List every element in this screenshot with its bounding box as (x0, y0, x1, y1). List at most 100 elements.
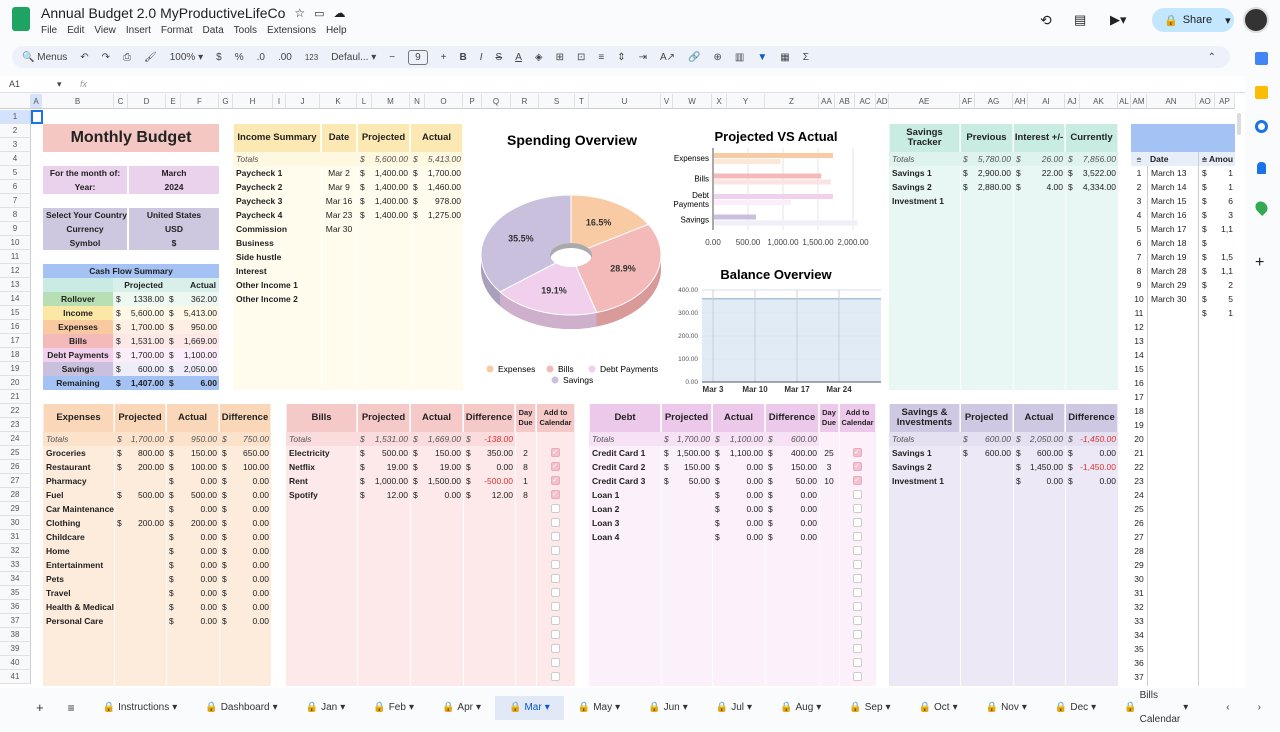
sheet-tab-nov[interactable]: 🔒 Nov ▾ (972, 696, 1041, 720)
sheet-tab-dashboard[interactable]: 🔒 Dashboard ▾ (191, 696, 291, 720)
align-icon[interactable]: ≡ (598, 51, 605, 63)
chevron-down-icon[interactable]: ▾ (682, 702, 688, 713)
add-to-calendar-checkbox[interactable] (853, 602, 862, 611)
country-value[interactable]: $ (129, 236, 219, 250)
row-header-7[interactable]: 7 (0, 194, 31, 208)
column-header-AD[interactable]: AD (876, 94, 889, 109)
balance-overview-chart[interactable]: Balance Overview 0.00 100.00 200.00 300.00 40… (665, 262, 885, 396)
add-to-calendar-checkbox[interactable]: ✓ (550, 462, 560, 471)
menu-tools[interactable]: Tools (233, 25, 258, 36)
row-header-30[interactable]: 30 (0, 516, 31, 530)
add-to-calendar-checkbox[interactable]: ✓ (852, 448, 862, 457)
row-header-40[interactable]: 40 (0, 656, 31, 670)
zoom-select[interactable]: 100% ▾ (169, 51, 204, 63)
row-header-11[interactable]: 11 (0, 250, 31, 264)
add-to-calendar-checkbox[interactable] (853, 546, 862, 555)
name-box[interactable]: A1 (9, 79, 21, 89)
row-header-9[interactable]: 9 (0, 222, 31, 236)
add-to-calendar-checkbox[interactable] (551, 602, 560, 611)
calendar-icon[interactable] (1255, 52, 1268, 65)
sheet-tab-jun[interactable]: 🔒 Jun ▾ (634, 696, 702, 720)
projected-vs-actual-chart[interactable]: Projected VS Actual 0.00 500.00 1,000.00 1,5… (665, 124, 885, 254)
chevron-down-icon[interactable]: ▾ (746, 702, 753, 713)
column-header-AL[interactable]: AL (1118, 94, 1131, 109)
add-to-calendar-checkbox[interactable] (853, 588, 862, 597)
row-header-32[interactable]: 32 (0, 544, 31, 558)
column-header-AG[interactable]: AG (975, 94, 1013, 109)
column-header-H[interactable]: H (233, 94, 273, 109)
font-size-increase[interactable]: + (440, 51, 447, 63)
maps-icon[interactable] (1253, 199, 1270, 216)
row-header-35[interactable]: 35 (0, 586, 31, 600)
valign-icon[interactable]: ⇕ (617, 51, 626, 63)
filter-icon[interactable]: ▼ (757, 51, 768, 63)
redo-icon[interactable]: ↷ (101, 51, 111, 63)
menu-extensions[interactable]: Extensions (267, 25, 316, 36)
column-header-AP[interactable]: AP (1215, 94, 1235, 109)
history-icon[interactable]: ⟲ (1040, 12, 1052, 28)
add-to-calendar-checkbox[interactable] (853, 672, 862, 681)
column-header-E[interactable]: E (166, 94, 181, 109)
column-header-G[interactable]: G (219, 94, 233, 109)
add-to-calendar-checkbox[interactable] (551, 560, 560, 569)
percent-button[interactable]: % (234, 51, 244, 63)
font-size-decrease[interactable]: − (389, 51, 396, 63)
currency-button[interactable]: $ (216, 51, 222, 63)
column-header-N[interactable]: N (410, 94, 425, 109)
select-all-corner[interactable] (0, 94, 31, 109)
add-to-calendar-checkbox[interactable]: ✓ (550, 476, 560, 485)
row-header-27[interactable]: 27 (0, 474, 31, 488)
avatar[interactable] (1243, 7, 1269, 33)
more-formats-button[interactable]: 123 (304, 52, 319, 62)
sheet-tab-jul[interactable]: 🔒 Jul ▾ (702, 696, 766, 720)
row-header-8[interactable]: 8 (0, 208, 31, 222)
column-header-K[interactable]: K (320, 94, 357, 109)
column-header-R[interactable]: R (511, 94, 539, 109)
menu-format[interactable]: Format (160, 25, 193, 36)
row-header-22[interactable]: 22 (0, 404, 31, 418)
add-to-calendar-checkbox[interactable]: ✓ (550, 490, 560, 499)
search-menus-button[interactable]: 🔍 Menus (22, 51, 68, 63)
sheet-tab-feb[interactable]: 🔒 Feb ▾ (359, 696, 428, 720)
column-header-A[interactable]: A (31, 94, 42, 109)
add-to-calendar-checkbox[interactable] (852, 532, 862, 541)
chevron-down-icon[interactable]: ▾ (1021, 702, 1027, 713)
chevron-down-icon[interactable]: ▾ (1225, 14, 1231, 27)
spending-overview-chart[interactable]: Spending Overview 16.5% 28.9% 19.1% 35.5% Exp… (470, 120, 675, 395)
functions-icon[interactable]: Σ (802, 51, 809, 63)
row-header-21[interactable]: 21 (0, 390, 31, 404)
column-header-Q[interactable]: Q (482, 94, 511, 109)
column-header-Z[interactable]: Z (765, 94, 819, 109)
decrease-decimal-button[interactable]: .0 (256, 51, 265, 63)
row-header-16[interactable]: 16 (0, 320, 31, 334)
sheet-tab-jan[interactable]: 🔒 Jan ▾ (292, 696, 360, 720)
column-header-AJ[interactable]: AJ (1065, 94, 1080, 109)
row-header-28[interactable]: 28 (0, 488, 31, 502)
bold-icon[interactable]: B (459, 51, 467, 63)
fill-color-icon[interactable]: ◈ (534, 51, 543, 63)
column-header-AH[interactable]: AH (1013, 94, 1028, 109)
column-header-O[interactable]: O (425, 94, 463, 109)
chevron-down-icon[interactable]: ▾ (1091, 702, 1097, 713)
row-header-17[interactable]: 17 (0, 334, 31, 348)
italic-icon[interactable]: I (479, 51, 483, 63)
menu-help[interactable]: Help (325, 25, 347, 36)
row-header-13[interactable]: 13 (0, 278, 31, 292)
row-header-18[interactable]: 18 (0, 348, 31, 362)
font-size-input[interactable]: 9 (408, 49, 428, 65)
add-to-calendar-checkbox[interactable] (551, 574, 560, 583)
row-header-1[interactable]: 1 (0, 110, 31, 124)
column-header-J[interactable]: J (286, 94, 320, 109)
country-value[interactable]: United States (129, 208, 219, 222)
chart-icon[interactable]: ▥ (734, 51, 745, 63)
all-sheets-button[interactable]: ≡ (67, 701, 75, 715)
column-header-W[interactable]: W (673, 94, 712, 109)
chevron-down-icon[interactable]: ▾ (1183, 702, 1189, 713)
row-header-39[interactable]: 39 (0, 642, 31, 656)
comment-icon[interactable]: ▤ (1074, 12, 1087, 27)
column-header-P[interactable]: P (463, 94, 482, 109)
contacts-icon[interactable] (1257, 162, 1266, 174)
menu-view[interactable]: View (94, 25, 116, 36)
add-to-calendar-checkbox[interactable]: ✓ (852, 462, 862, 471)
keep-icon[interactable] (1255, 86, 1268, 99)
